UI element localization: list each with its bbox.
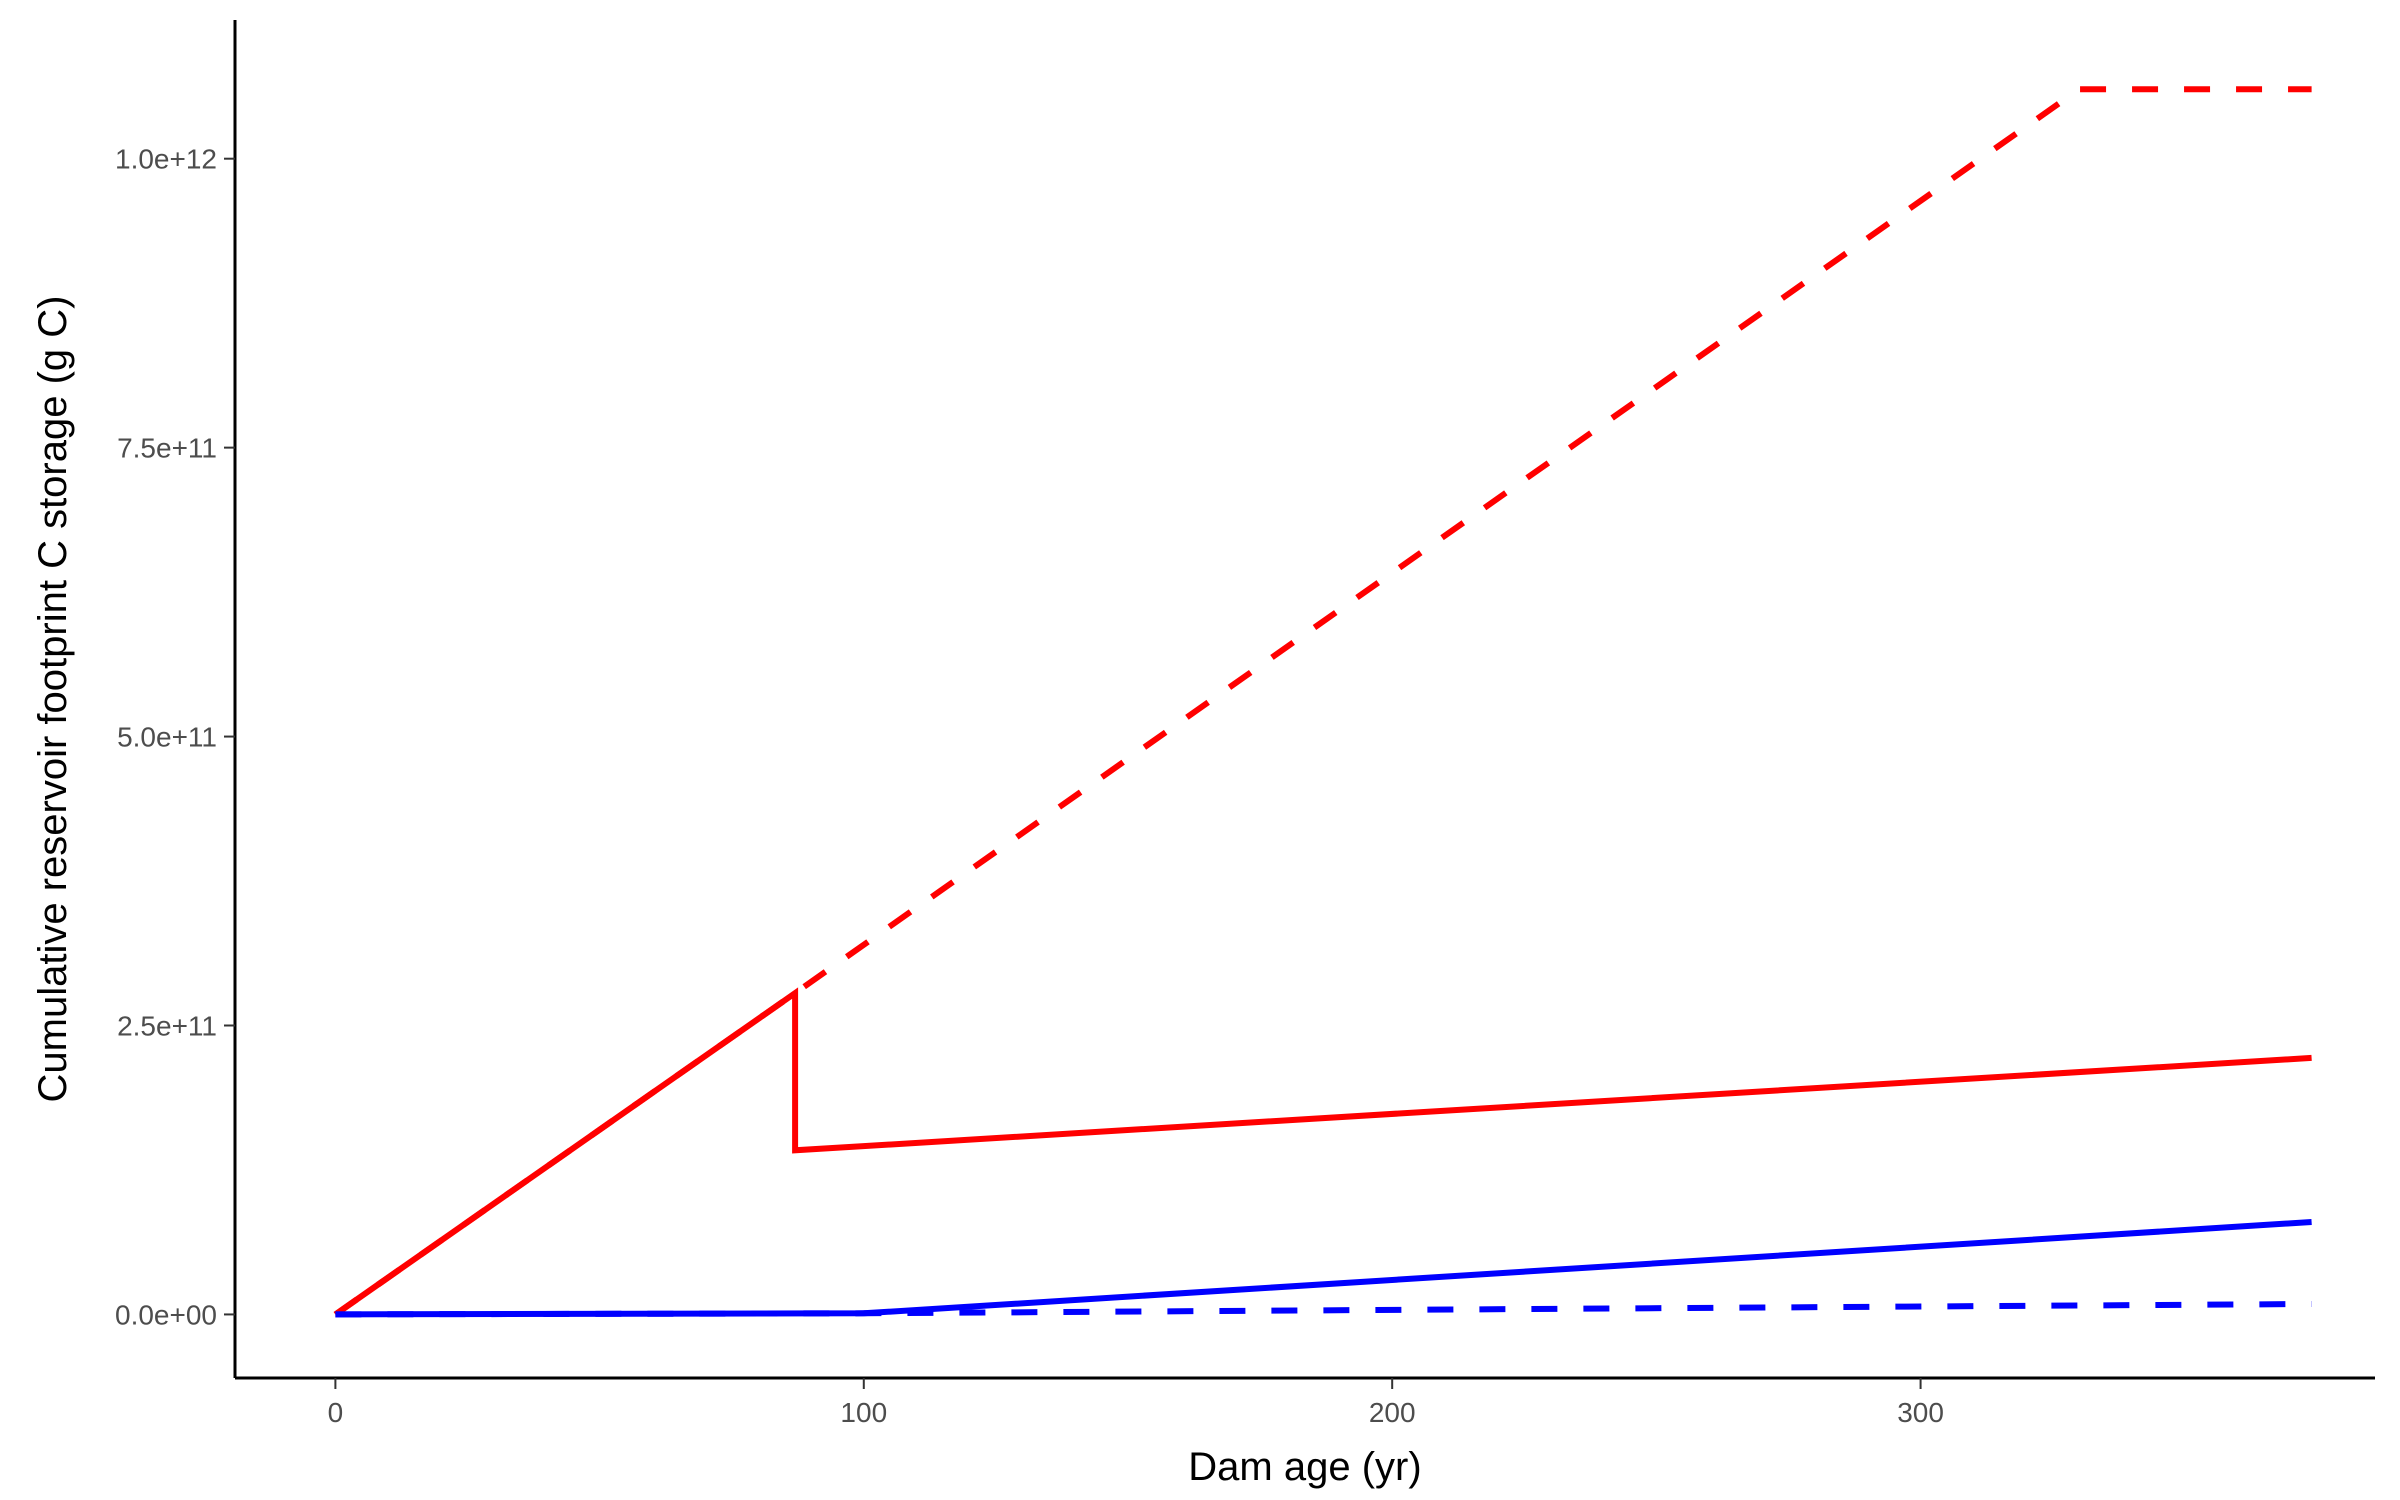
series-line-2 [333,987,2312,1317]
x-tick-label: 100 [840,1397,887,1428]
y-tick-label: 0.0e+00 [115,1299,217,1330]
y-ticks: 0.0e+00 2.5e+11 5.0e+11 7.5e+11 1.0e+12 [115,144,235,1330]
y-tick-label: 2.5e+11 [117,1010,217,1041]
series-line-1 [333,86,2312,1317]
y-tick-label: 7.5e+11 [117,433,217,464]
x-tick-label: 300 [1897,1397,1944,1428]
y-tick-label: 1.0e+12 [115,144,217,175]
series-line-4 [335,1219,2312,1318]
y-tick-label: 5.0e+11 [117,722,217,753]
x-tick-label: 200 [1369,1397,1416,1428]
x-tick-label: 0 [328,1397,344,1428]
x-axis-title: Dam age (yr) [1188,1445,1421,1489]
x-ticks: 0 100 200 300 [328,1378,1944,1428]
y-axis-title: Cumulative reservoir footprint C storage… [31,296,75,1103]
series-layer [333,86,2312,1318]
